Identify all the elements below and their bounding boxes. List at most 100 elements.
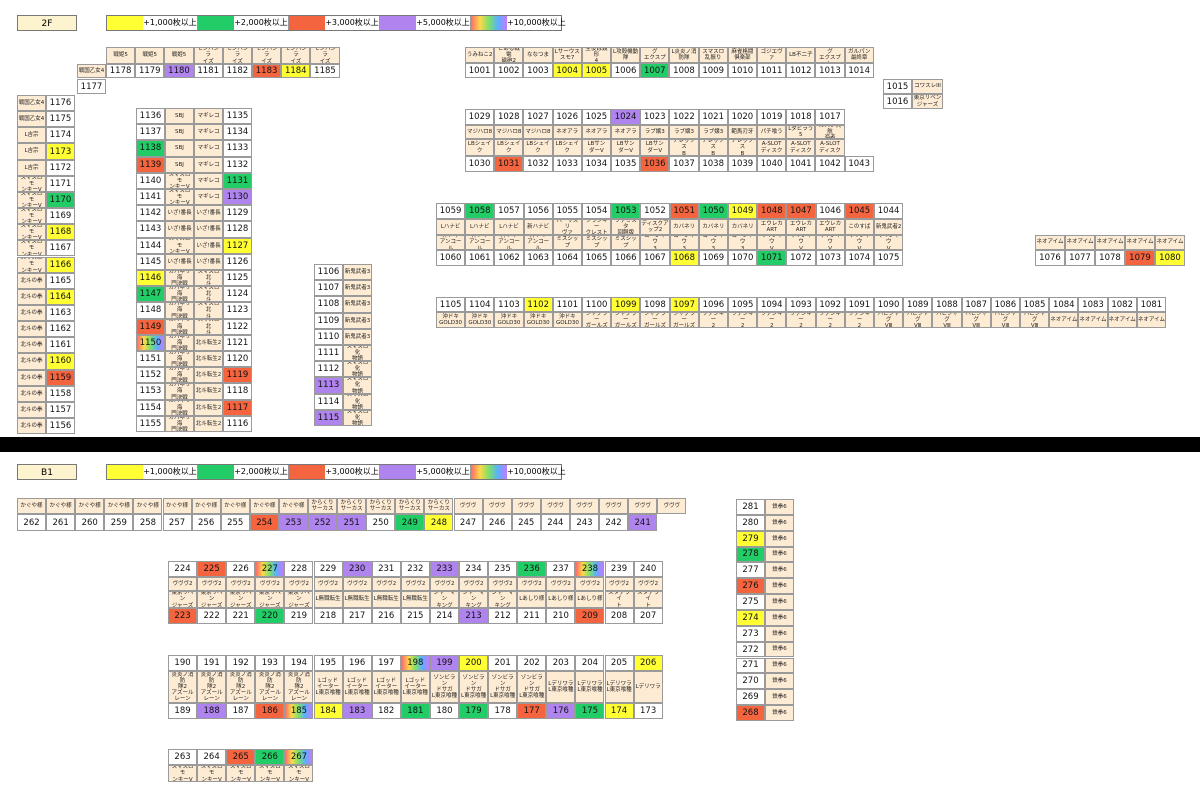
machine-number: 1061 [465,250,495,266]
machine-label: ヴヴヴ [657,498,687,514]
machine-label: 炎炎ノ消防 隊2 アズール レーン [255,671,285,703]
machine-number: 1110 [314,328,343,345]
machine-number: 1131 [223,172,252,189]
machine-label: スマスロモ ンキーV [17,208,46,225]
machine-number: 1126 [223,253,252,270]
machine-label: スマスロモ ンキーV [17,175,46,192]
machine-number: 1018 [786,109,816,125]
machine-label: ゾンビラン ドサガ L東京喰種 [517,671,547,703]
machine-label: Lハナビ [494,219,524,235]
machine-label: ネオアラ [552,125,582,139]
machine-number: 186 [255,703,285,719]
machine-label: カバネリ海 門決戦 [165,415,194,432]
machine-number: 1118 [223,383,252,400]
machine-number: 239 [604,561,634,577]
machine-number: 1069 [698,250,728,266]
machine-label: かぐや様 [220,498,250,514]
machine-number: 1092 [815,297,845,312]
machine-number: 281 [736,499,765,515]
machine-label: Lハナビ [436,219,466,235]
machine-number: 1162 [46,321,75,338]
machine-number: 1039 [727,156,757,172]
legend: +1,000枚以上 +2,000枚以上 +3,000枚以上 +5,000枚以上 +10,… [106,15,566,31]
machine-label: スマスロ化 物語 [343,409,372,426]
machine-label: エウレカ ART [786,219,816,235]
machine-number: 1095 [728,297,758,312]
machine-number: 270 [736,673,765,690]
machine-label: 新鬼武者3 [343,264,372,281]
machine-label: 東京リベン ジャーズ [284,591,314,608]
machine-label: ヴヴヴ [540,498,570,514]
machine-number: 1087 [961,297,991,312]
machine-label: 北斗の拳 [17,385,46,402]
machine-label: 北斗転生2 [194,367,223,384]
machine-number: 1144 [136,237,165,254]
machine-label: L吉宗 [17,159,46,176]
machine-number: 280 [736,514,765,531]
machine-number: 1007 [640,63,670,78]
machine-number: 1108 [314,296,343,313]
machine-number: 1045 [844,203,874,219]
machine-number: 243 [569,514,599,531]
machine-number: 1097 [669,297,699,312]
machine-number: 1086 [990,297,1020,312]
machine-number: 249 [395,514,425,531]
machine-number: 1180 [164,64,194,78]
machine-label: Lデリワラ L東京喰種 [604,671,634,703]
machine-label: カバネリ海 門決戦 [165,351,194,368]
machine-label: Lあしり様 [517,591,547,608]
machine-number: 1037 [669,156,699,172]
machine-label: LBサン ダーV [611,139,641,156]
machine-label: L吉宗 [17,143,46,160]
machine-number: 1139 [136,156,165,173]
machine-number: 272 [736,641,765,658]
machine-label: 鉄拳6 [765,641,794,658]
machine-label: LBサン ダーV [581,139,611,156]
machine-label: カバネリ海 門決戦 [165,318,194,335]
machine-number: 1103 [494,297,524,312]
machine-number: 262 [17,514,47,531]
machine-number: 1155 [136,415,165,432]
machine-number: 219 [284,608,314,624]
machine-number: 1072 [786,250,816,266]
machine-label: 東京リベン ジャーズ [226,591,256,608]
machine-label: 鉄拳6 [765,578,794,595]
machine-label: マジハロ8 [465,125,495,139]
machine-number: 1090 [874,297,904,312]
machine-number: 1099 [611,297,641,312]
machine-number: 1114 [314,393,343,410]
machine-number: 204 [575,655,605,671]
machine-number: 177 [517,703,547,719]
machine-label: いざ!番長 [194,237,223,254]
machine-number: 1017 [815,109,845,125]
machine-label: マギレコ [194,108,223,125]
machine-label: かぐや様 [104,498,134,514]
machine-number: 1164 [46,288,75,305]
machine-label: スマスロモ ンキーV [17,240,46,257]
machine-label: ネオアイム [1065,235,1095,250]
machine-label: ファンキー 2 [698,312,728,328]
machine-label: マイシャウ V [844,235,874,250]
machine-label: ヴヴヴ [453,498,483,514]
legend-label: +1,000枚以上 [143,465,198,479]
machine-label: カバネリ海 門決戦 [165,367,194,384]
machine-label: 鉄拳6 [765,594,794,610]
machine-number: 1009 [698,63,728,78]
machine-label: L炎炎ノ消 防隊 [669,47,699,63]
machine-number: 195 [313,655,343,671]
machine-label: ヴヴヴ [511,498,541,514]
machine-label: コワスレIII [912,79,943,94]
machine-number: 1089 [903,297,933,312]
machine-number: 1028 [494,109,524,125]
machine-label: 沖ドキ GOLD30 [552,312,582,328]
machine-label: ヴヴヴ2 [633,577,663,591]
machine-number: 1025 [581,109,611,125]
machine-label: ヴヴヴ2 [459,577,489,591]
machine-label: スマスロ北 斗 [194,318,223,335]
machine-label: 東京リベン ジャーズ [912,94,943,109]
machine-number: 1026 [552,109,582,125]
machine-number: 1076 [1035,250,1065,266]
machine-label: スマスロ化 物語 [343,345,372,362]
machine-number: 1184 [281,64,311,78]
legend-label: +2,000枚以上 [234,16,289,30]
